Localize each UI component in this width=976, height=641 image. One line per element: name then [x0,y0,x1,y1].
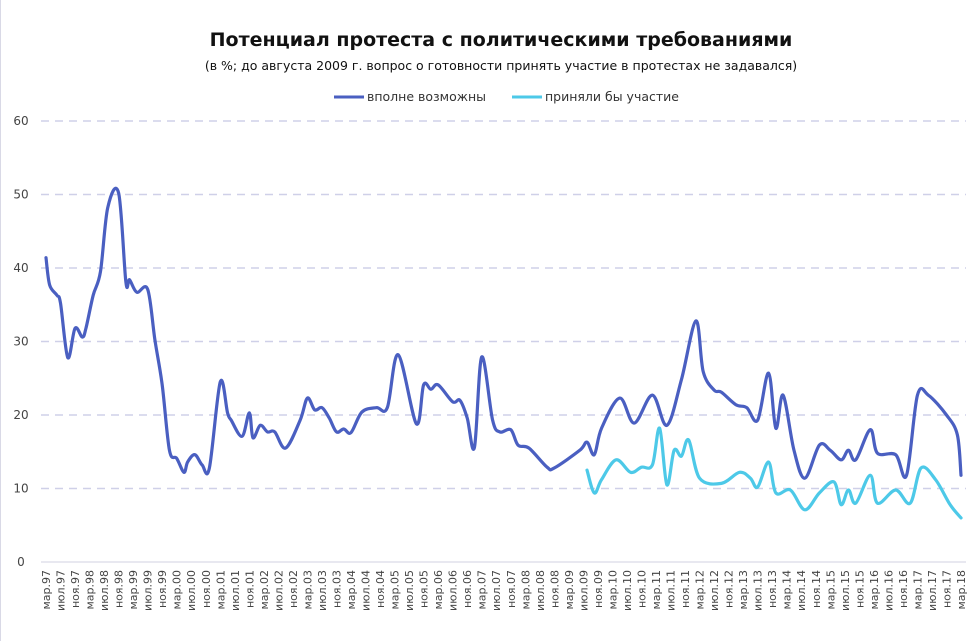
x-tick-label: мар.06 [432,570,445,610]
legend-label-0: вполне возможны [367,89,486,104]
x-tick-label: ноя.09 [592,570,605,608]
x-tick-label: ноя.01 [243,570,256,608]
x-tick-label: мар.02 [258,570,271,610]
x-tick-label: ноя.03 [330,570,343,608]
x-tick-label: ноя.00 [200,570,213,608]
x-tick-label: ноя.13 [766,570,779,608]
x-tick-label: июл.10 [621,570,634,611]
x-tick-label: июл.15 [839,570,852,611]
x-tick-label: ноя.12 [723,570,736,608]
x-tick-label: мар.13 [737,570,750,610]
x-tick-label: мар.10 [606,570,619,610]
x-tick-label: мар.99 [127,570,140,610]
x-tick-label: июл.07 [490,570,503,611]
x-tick-label: июл.12 [708,570,721,611]
x-tick-label: ноя.98 [113,570,126,608]
y-tick-label: 20 [13,408,28,422]
x-tick-label: июл.08 [534,570,547,611]
x-tick-label: ноя.16 [897,570,910,608]
y-tick-label: 40 [13,261,28,275]
x-tick-label: мар.14 [781,570,794,610]
x-tick-label: мар.08 [519,570,532,610]
x-tick-label: июл.97 [55,570,68,611]
series-line-0 [44,186,963,480]
x-tick-label: мар.97 [40,570,53,610]
x-tick-label: мар.17 [911,570,924,610]
y-tick-label: 50 [13,188,28,202]
legend-label-1: приняли бы участие [545,89,679,104]
x-tick-label: мар.09 [563,570,576,610]
x-tick-label: мар.00 [171,570,184,610]
x-tick-label: июл.05 [403,570,416,611]
legend: вполне возможны приняли бы участие [334,89,679,104]
x-tick-label: ноя.04 [374,570,387,608]
x-tick-label: ноя.10 [635,570,648,608]
x-tick-label: ноя.02 [287,570,300,608]
x-tick-label: июл.09 [577,570,590,611]
x-tick-label: ноя.99 [156,570,169,608]
x-tick-label: мар.05 [389,570,402,610]
x-tick-label: ноя.97 [69,570,82,608]
x-tick-label: ноя.17 [940,570,953,608]
x-tick-label: июл.16 [882,570,895,611]
x-tick-label: ноя.05 [418,570,431,608]
x-tick-label: мар.11 [650,570,663,610]
x-tick-label: мар.18 [955,570,968,610]
x-tick-label: ноя.14 [810,570,823,608]
x-tick-label: июл.00 [185,570,198,611]
x-tick-label: июл.17 [926,570,939,611]
x-tick-label: июл.06 [447,570,460,611]
x-tick-label: июл.02 [272,570,285,611]
x-tick-label: ноя.08 [548,570,561,608]
x-tick-label: мар.04 [345,570,358,610]
x-tick-label: июл.03 [316,570,329,611]
x-tick-label: ноя.11 [679,570,692,608]
x-tick-label: июл.14 [795,570,808,611]
series-line-1 [585,426,963,520]
y-tick-label: 10 [13,482,28,496]
y-tick-label: 0 [17,555,25,569]
x-tick-label: мар.98 [84,570,97,610]
chart-subtitle: (в %; до августа 2009 г. вопрос о готовн… [205,58,797,73]
x-tick-label: мар.15 [824,570,837,610]
x-tick-label: ноя.15 [853,570,866,608]
x-tick-label: мар.16 [868,570,881,610]
x-tick-label: мар.12 [694,570,707,610]
x-tick-label: июл.11 [665,570,678,611]
x-tick-label: июл.01 [229,570,242,611]
x-tick-label: июл.98 [98,570,111,611]
x-tick-label: июл.13 [752,570,765,611]
x-tick-label: ноя.06 [461,570,474,608]
x-tick-label: июл.99 [142,570,155,611]
x-tick-label: июл.04 [360,570,373,611]
x-tick-label: мар.07 [476,570,489,610]
y-tick-label: 30 [13,335,28,349]
x-tick-label: мар.03 [301,570,314,610]
x-tick-label: мар.01 [214,570,227,610]
y-tick-label: 60 [13,114,28,128]
x-tick-label: ноя.07 [505,570,518,608]
chart-title: Потенциал протеста с политическими требо… [210,29,793,51]
